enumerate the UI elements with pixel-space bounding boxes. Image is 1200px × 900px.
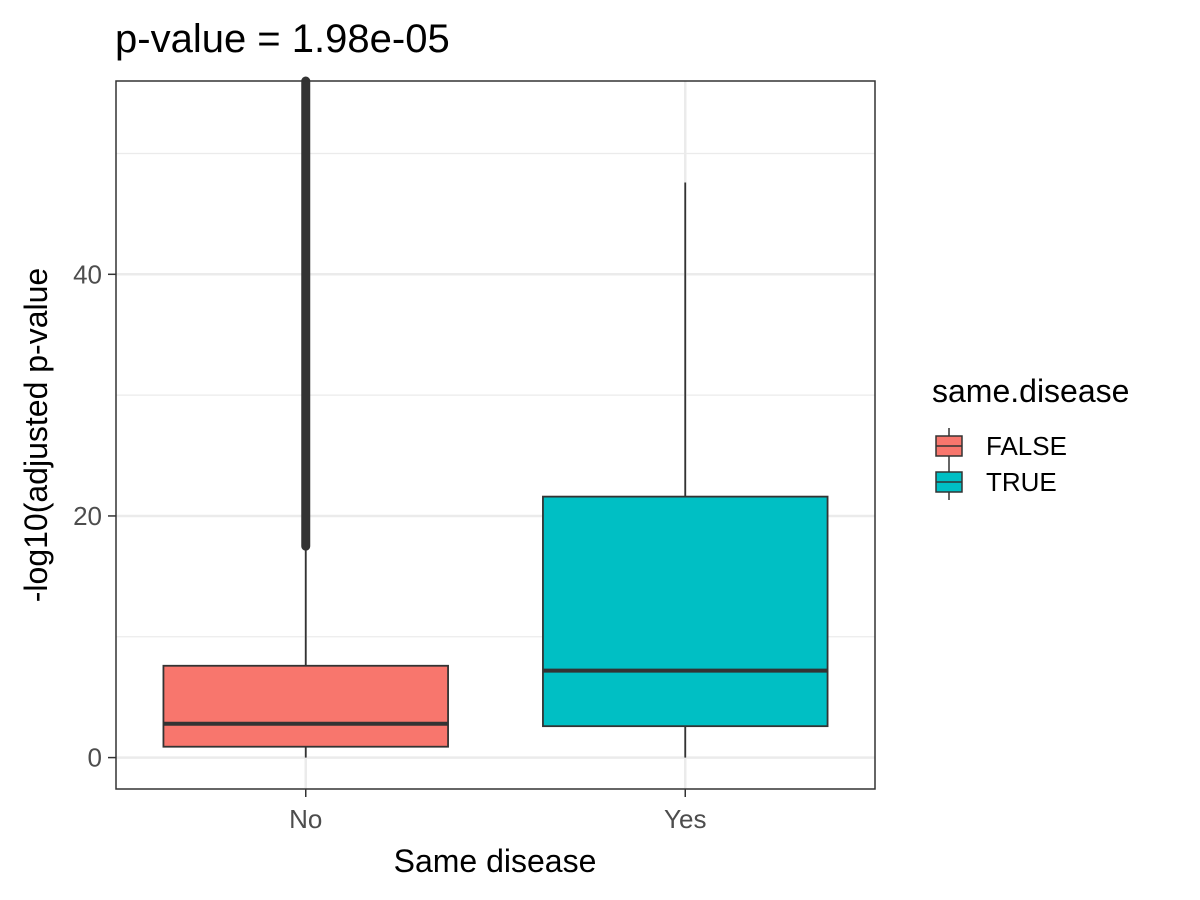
y-axis-title: -log10(adjusted p-value	[18, 268, 54, 602]
box-yes	[542, 182, 829, 758]
plot-panel-border	[115, 80, 876, 790]
legend: same.disease FALSE TRUE	[932, 373, 1129, 500]
y-tick-label: 20	[73, 501, 102, 531]
y-tick-label: 40	[73, 259, 102, 289]
legend-title: same.disease	[932, 373, 1129, 409]
box-no	[162, 76, 449, 758]
boxes-layer	[162, 76, 829, 758]
iqr-box	[542, 495, 829, 728]
x-tick-label: Yes	[664, 804, 706, 834]
x-axis-title: Same disease	[394, 843, 597, 879]
legend-label: FALSE	[986, 431, 1067, 461]
y-tick-label: 0	[88, 743, 102, 773]
legend-item-false: FALSE	[935, 428, 1067, 464]
legend-item-true: TRUE	[935, 464, 1057, 500]
y-axis: 0 20 40	[73, 259, 116, 773]
iqr-box	[162, 664, 449, 748]
chart-title: p-value = 1.98e-05	[115, 17, 450, 61]
legend-label: TRUE	[986, 467, 1057, 497]
x-tick-label: No	[289, 804, 322, 834]
x-axis: No Yes	[289, 789, 706, 834]
